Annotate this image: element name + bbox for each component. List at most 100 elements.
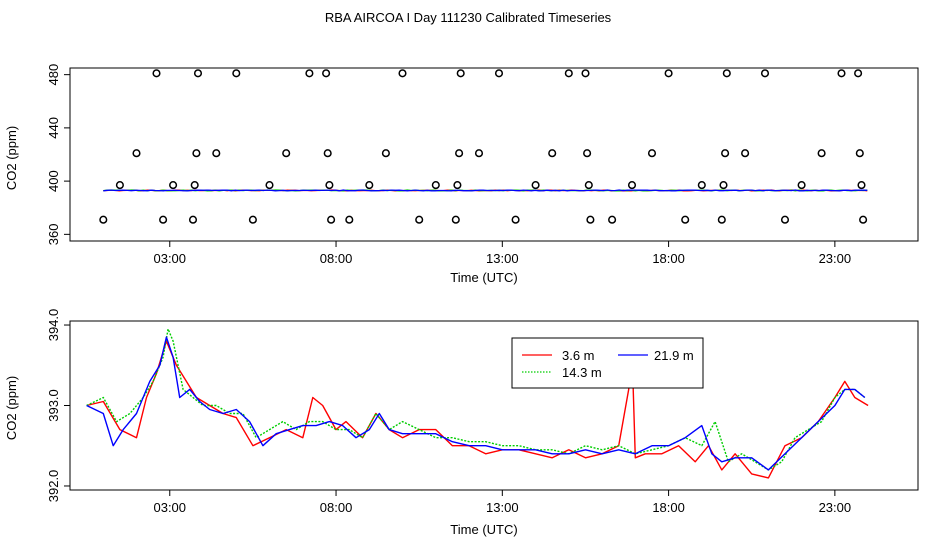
scatter-point <box>250 216 257 223</box>
scatter-point <box>719 216 726 223</box>
bottom-plot-frame <box>70 321 918 490</box>
scatter-point <box>453 216 460 223</box>
scatter-point <box>433 182 440 189</box>
scatter-point <box>233 70 240 77</box>
bottom-x-axis-label: Time (UTC) <box>450 522 517 537</box>
legend-label-21-9m: 21.9 m <box>654 348 694 363</box>
top-series-lines <box>103 190 867 191</box>
legend-box <box>512 338 703 388</box>
scatter-point <box>160 216 167 223</box>
top-y-tick-label: 360 <box>46 223 61 245</box>
scatter-point <box>346 216 353 223</box>
series-line-21-9-m <box>87 337 865 470</box>
scatter-point <box>722 150 729 157</box>
scatter-point <box>582 70 589 77</box>
bottom-series-lines <box>87 329 869 478</box>
scatter-point <box>366 182 373 189</box>
scatter-point <box>193 150 200 157</box>
scatter-point <box>266 182 273 189</box>
scatter-point <box>456 150 463 157</box>
scatter-point <box>762 70 769 77</box>
scatter-point <box>324 150 331 157</box>
scatter-point <box>720 182 727 189</box>
top-y-tick-label: 440 <box>46 117 61 139</box>
scatter-point <box>860 216 867 223</box>
scatter-point <box>190 216 197 223</box>
scatter-point <box>665 70 672 77</box>
scatter-point <box>699 182 706 189</box>
scatter-point <box>532 182 539 189</box>
scatter-point <box>383 150 390 157</box>
scatter-point <box>454 182 461 189</box>
scatter-point <box>326 182 333 189</box>
top-panel: 03:00 08:00 13:00 18:00 23:00 360 400 440 480 T… <box>4 64 918 285</box>
legend: 3.6 m 21.9 m 14.3 m <box>512 338 703 388</box>
scatter-point <box>584 150 591 157</box>
bottom-x-tick-label: 03:00 <box>153 500 186 515</box>
scatter-point <box>742 150 749 157</box>
scatter-point <box>153 70 160 77</box>
scatter-point <box>512 216 519 223</box>
scatter-point <box>566 70 573 77</box>
bottom-x-axis: 03:00 08:00 13:00 18:00 23:00 <box>153 490 851 515</box>
scatter-point <box>416 216 423 223</box>
scatter-point <box>323 70 330 77</box>
top-x-tick-label: 13:00 <box>486 251 519 266</box>
top-x-tick-label: 03:00 <box>153 251 186 266</box>
scatter-point <box>838 70 845 77</box>
scatter-point <box>195 70 202 77</box>
top-x-tick-label: 18:00 <box>652 251 685 266</box>
chart-title: RBA AIRCOA I Day 111230 Calibrated Times… <box>325 10 612 25</box>
bottom-y-axis-label: CO2 (ppm) <box>4 376 19 440</box>
bottom-y-tick-label: 392.0 <box>46 470 61 503</box>
scatter-point <box>306 70 313 77</box>
scatter-point <box>629 182 636 189</box>
bottom-y-axis: 392.0 393.0 394.0 <box>46 309 70 502</box>
scatter-point <box>855 70 862 77</box>
scatter-point <box>782 216 789 223</box>
scatter-point <box>818 150 825 157</box>
scatter-point <box>798 182 805 189</box>
scatter-point <box>857 150 864 157</box>
bottom-panel: 03:00 08:00 13:00 18:00 23:00 392.0 393.0 394.… <box>4 309 918 537</box>
scatter-point <box>587 216 594 223</box>
scatter-point <box>191 182 198 189</box>
top-y-tick-label: 400 <box>46 170 61 192</box>
scatter-point <box>724 70 731 77</box>
top-x-axis-label: Time (UTC) <box>450 270 517 285</box>
timeseries-chart: RBA AIRCOA I Day 111230 Calibrated Times… <box>0 0 936 540</box>
scatter-point <box>682 216 689 223</box>
bottom-y-tick-label: 393.0 <box>46 389 61 422</box>
top-y-tick-label: 480 <box>46 64 61 86</box>
bottom-x-tick-label: 08:00 <box>320 500 353 515</box>
scatter-point <box>549 150 556 157</box>
scatter-point <box>496 70 503 77</box>
scatter-point <box>457 70 464 77</box>
scatter-point <box>649 150 656 157</box>
scatter-point <box>133 150 140 157</box>
top-x-tick-label: 23:00 <box>819 251 852 266</box>
scatter-point <box>476 150 483 157</box>
scatter-point <box>858 182 865 189</box>
top-plot-frame <box>70 68 918 241</box>
scatter-point <box>586 182 593 189</box>
top-series-line-21-9-m <box>103 190 867 191</box>
scatter-point <box>609 216 616 223</box>
scatter-point <box>100 216 107 223</box>
scatter-point <box>399 70 406 77</box>
legend-label-14-3m: 14.3 m <box>562 365 602 380</box>
top-y-axis-label: CO2 (ppm) <box>4 126 19 190</box>
bottom-x-tick-label: 23:00 <box>819 500 852 515</box>
scatter-point <box>283 150 290 157</box>
legend-label-3-6m: 3.6 m <box>562 348 595 363</box>
top-scatter-points <box>100 70 866 223</box>
bottom-y-tick-label: 394.0 <box>46 309 61 342</box>
scatter-point <box>213 150 220 157</box>
top-x-axis: 03:00 08:00 13:00 18:00 23:00 <box>153 241 851 266</box>
bottom-x-tick-label: 18:00 <box>652 500 685 515</box>
scatter-point <box>170 182 177 189</box>
scatter-point <box>117 182 124 189</box>
bottom-x-tick-label: 13:00 <box>486 500 519 515</box>
top-y-axis: 360 400 440 480 <box>46 64 70 245</box>
top-x-tick-label: 08:00 <box>320 251 353 266</box>
